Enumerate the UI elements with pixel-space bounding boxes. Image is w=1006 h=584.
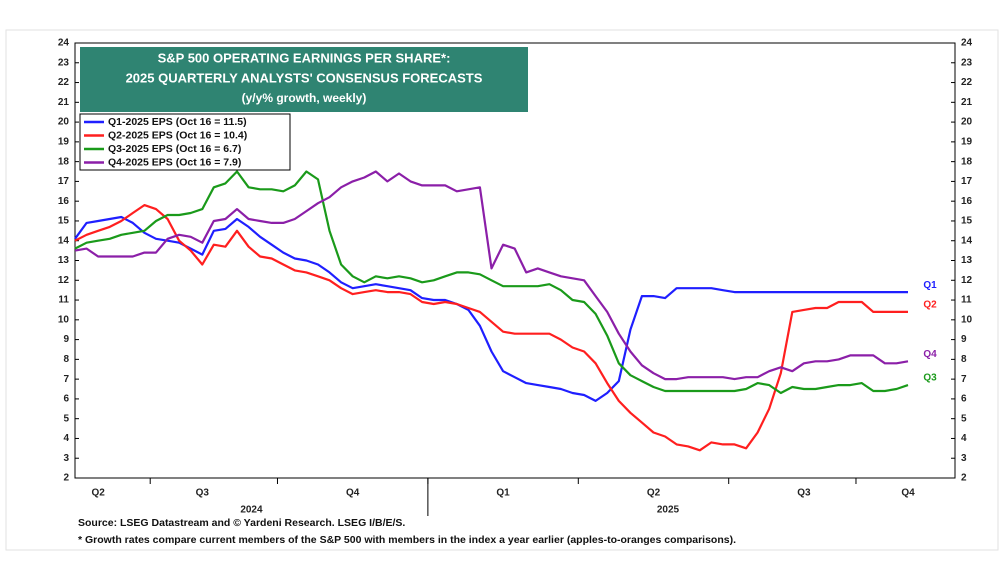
chart-frame: [5, 29, 999, 551]
y-tick-label: 3: [63, 453, 69, 464]
y-tick-label: 9: [63, 334, 69, 345]
y2-tick-label: 19: [961, 137, 973, 148]
y-tick-label: 13: [58, 255, 70, 266]
x-group-label: 2024: [240, 505, 263, 516]
y2-tick-label: 3: [961, 453, 967, 464]
y2-tick-label: 4: [961, 433, 967, 444]
series-end-label: Q4: [923, 349, 937, 360]
legend-label: Q2-2025 EPS (Oct 16 = 10.4): [108, 129, 247, 141]
y-tick-label: 14: [58, 235, 70, 246]
legend-label: Q3-2025 EPS (Oct 16 = 6.7): [108, 143, 241, 155]
chart-title: S&P 500 OPERATING EARNINGS PER SHARE*:: [158, 50, 451, 65]
y-tick-label: 5: [63, 413, 69, 424]
y-tick-label: 7: [63, 374, 69, 385]
series-end-label: Q1: [923, 280, 937, 291]
series-end-label: Q2: [923, 300, 937, 311]
y-tick-label: 16: [58, 196, 70, 207]
y-tick-label: 17: [58, 176, 70, 187]
source-note: Source: LSEG Datastream and © Yardeni Re…: [78, 517, 405, 529]
series-end-label: Q3: [923, 373, 937, 384]
y-tick-label: 10: [58, 314, 70, 325]
y2-tick-label: 17: [961, 176, 973, 187]
legend-label: Q1-2025 EPS (Oct 16 = 11.5): [108, 116, 247, 128]
y2-tick-label: 23: [961, 57, 973, 68]
x-group-label: 2025: [657, 505, 680, 516]
series-line: [74, 170, 909, 381]
chart-subtitle: (y/y% growth, weekly): [242, 91, 367, 105]
y2-tick-label: 12: [961, 275, 973, 286]
title-box: [80, 47, 528, 112]
series-line: [74, 204, 908, 452]
y2-tick-label: 22: [961, 77, 973, 88]
y-tick-label: 19: [58, 137, 70, 148]
chart-title: 2025 QUARTERLY ANALYSTS' CONSENSUS FOREC…: [126, 70, 483, 85]
x-tick-label: Q3: [196, 488, 210, 499]
y2-tick-label: 14: [961, 235, 973, 246]
y2-tick-label: 18: [961, 156, 973, 167]
footnote: * Growth rates compare current members o…: [78, 534, 736, 546]
y2-tick-label: 15: [961, 216, 973, 227]
series-line: [74, 215, 908, 402]
x-tick-label: Q4: [346, 488, 360, 499]
y-tick-label: 22: [58, 77, 70, 88]
y2-tick-label: 9: [961, 334, 967, 345]
y-tick-label: 12: [58, 275, 70, 286]
y-tick-label: 11: [58, 295, 69, 306]
y2-tick-label: 11: [961, 295, 972, 306]
y2-tick-label: 20: [961, 117, 973, 128]
y-tick-label: 2: [63, 473, 69, 484]
y-tick-label: 20: [58, 117, 70, 128]
y-tick-label: 8: [63, 354, 69, 365]
x-tick-label: Q2: [91, 488, 105, 499]
y2-tick-label: 21: [961, 97, 973, 108]
y-tick-label: 6: [63, 394, 69, 405]
y-tick-label: 15: [58, 216, 70, 227]
y2-tick-label: 6: [961, 394, 967, 405]
x-tick-label: Q4: [901, 488, 915, 499]
y-tick-label: 23: [58, 57, 70, 68]
legend-label: Q4-2025 EPS (Oct 16 = 7.9): [108, 156, 241, 168]
legend-box: [79, 113, 291, 171]
y-tick-label: 21: [58, 97, 70, 108]
x-tick-label: Q1: [496, 488, 510, 499]
y-tick-label: 24: [58, 38, 70, 49]
y2-tick-label: 5: [961, 413, 967, 424]
y2-tick-label: 8: [961, 354, 967, 365]
series-line: [74, 170, 909, 395]
x-tick-label: Q3: [797, 488, 811, 499]
y2-tick-label: 13: [961, 255, 973, 266]
x-tick-label: Q2: [647, 488, 661, 499]
y-tick-label: 18: [58, 156, 70, 167]
y2-tick-label: 7: [961, 374, 967, 385]
y2-tick-label: 24: [961, 38, 973, 49]
y2-tick-label: 2: [961, 473, 967, 484]
y-tick-label: 4: [63, 433, 69, 444]
y2-tick-label: 10: [961, 314, 973, 325]
y2-tick-label: 16: [961, 196, 973, 207]
